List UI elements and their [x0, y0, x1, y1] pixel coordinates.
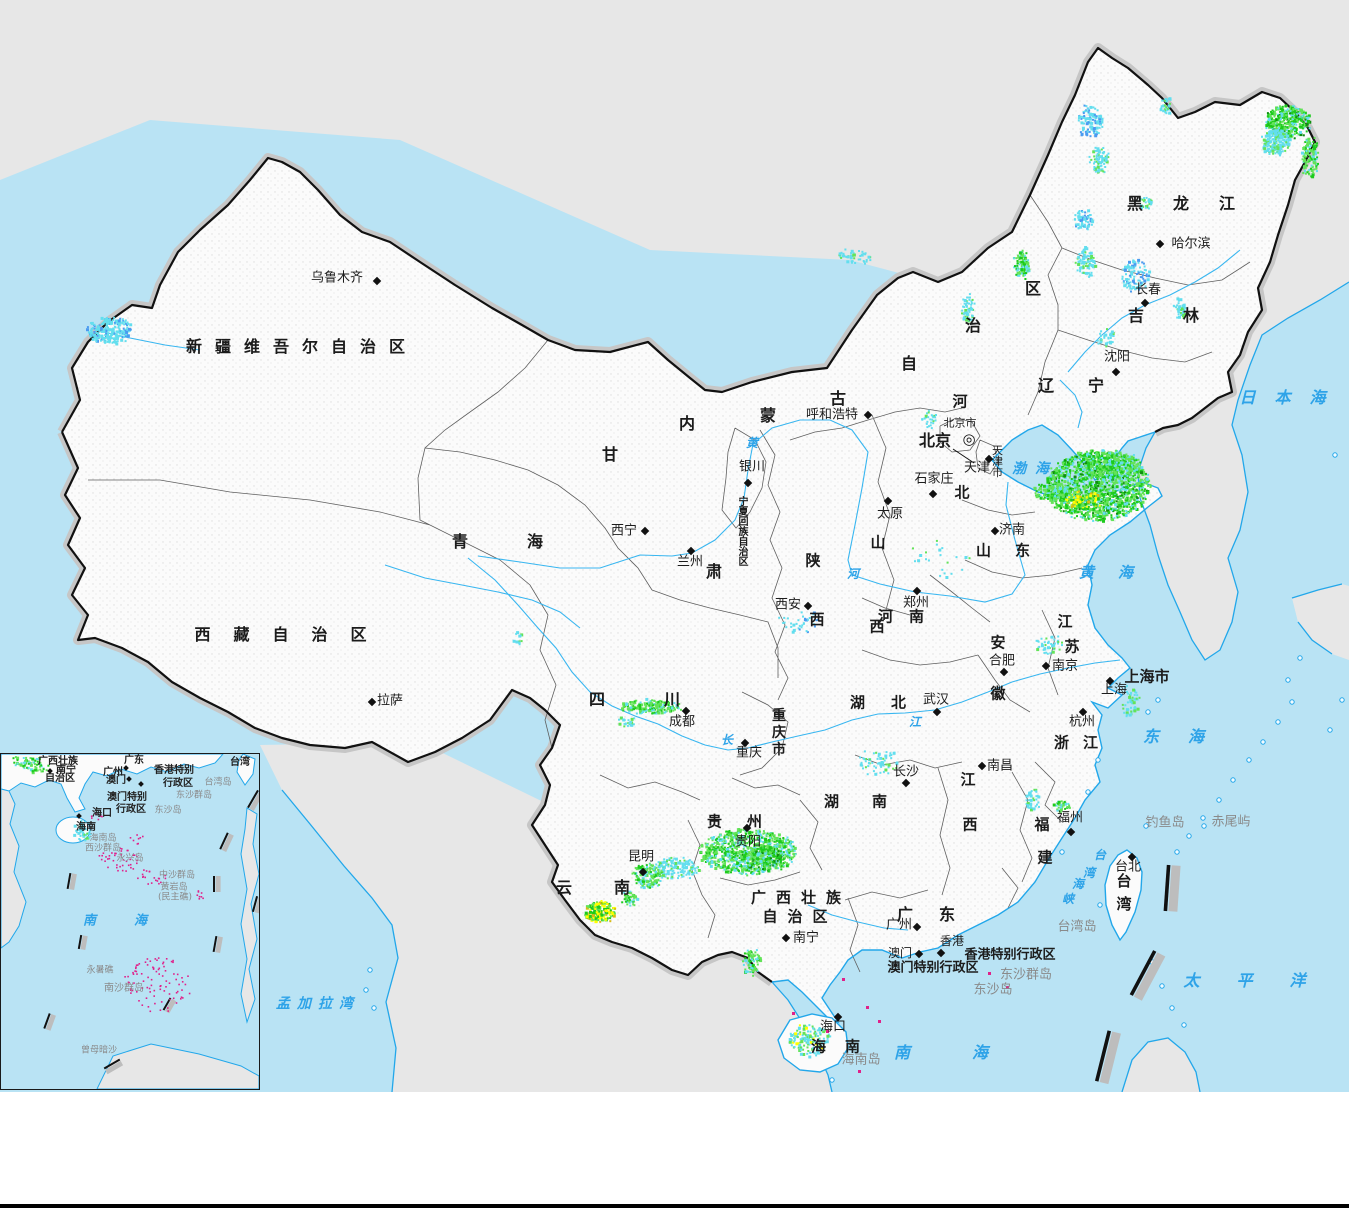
- dash-segment: [103, 1058, 121, 1070]
- dash-segment: [212, 935, 218, 953]
- island-dot: [1289, 699, 1295, 705]
- inset-taiwan: [236, 753, 256, 786]
- foreign-land-south: [260, 742, 832, 1092]
- inset-radar-echoes: [12, 756, 92, 842]
- province-boundaries: [88, 194, 1251, 973]
- basemap-canvas: [0, 0, 1349, 1092]
- island-dot: [1155, 697, 1161, 703]
- island-dot: [1339, 697, 1345, 703]
- dash-segment: [219, 832, 229, 850]
- inset-island-markers: [90, 812, 204, 1013]
- island-dot: [1297, 655, 1303, 661]
- foreign-land-luzon: [1122, 1038, 1200, 1092]
- island-dot: [1059, 849, 1065, 855]
- island-dot: [1201, 823, 1207, 829]
- island-dot: [1085, 789, 1091, 795]
- coastline: [771, 424, 1163, 1024]
- island-dot: [1230, 777, 1236, 783]
- island-dot: [829, 1077, 835, 1083]
- china-radar-map: 新疆维吾尔自治区 西藏自治区 青海甘肃内蒙古自治区黑龙江 吉林 辽宁河北山西山东 河南陕西…: [0, 0, 1349, 1092]
- dash-segment: [162, 997, 172, 1011]
- radar-echoes: [86, 97, 1320, 1059]
- island-dot: [1285, 677, 1291, 683]
- dash-segment: [66, 872, 72, 890]
- inset-vietnam: [0, 788, 27, 949]
- dash-segment: [1129, 950, 1157, 996]
- hainan-island: [777, 1013, 849, 1073]
- dash-segment: [77, 934, 83, 950]
- island-dot: [1186, 833, 1192, 839]
- inset-canvas: [0, 753, 264, 1090]
- dash-segment: [247, 789, 259, 809]
- island-dot: [1260, 739, 1266, 745]
- foreign-land-north: [0, 0, 1349, 660]
- island-dot: [1145, 709, 1151, 715]
- legend-panel: 全国雷达拼图 [2024-11-27 22:18:00] [ 组合反射率 ] 5…: [0, 1092, 1349, 1204]
- dash-segment: [1094, 1030, 1112, 1082]
- island-dot: [1181, 1022, 1187, 1028]
- inset-map-south-china-sea: 广西壮族 自治区 南宁 广东 广州 香港特别 行政区 澳门 澳门特别 行政区 台湾 台湾岛 东沙群岛 东沙…: [0, 753, 264, 1090]
- island-dot: [1246, 757, 1252, 763]
- island-dot: [371, 1005, 377, 1011]
- dash-segment: [251, 896, 259, 912]
- dash-segment: [43, 1013, 51, 1029]
- island-dot: [1097, 902, 1103, 908]
- island-dot: [1174, 849, 1180, 855]
- inset-mainland: [0, 753, 225, 813]
- bottom-border: [0, 1204, 1349, 1208]
- island-dot: [1332, 452, 1338, 458]
- island-dot: [1169, 1005, 1175, 1011]
- taiwan-island: [1104, 849, 1143, 942]
- island-dot: [1200, 815, 1206, 821]
- island-dot: [1327, 727, 1333, 733]
- island-dot: [367, 967, 373, 973]
- tianjin-annotation-line: [952, 448, 975, 464]
- island-dot: [1143, 823, 1149, 829]
- dash-segment: [213, 876, 215, 892]
- island-dot: [363, 987, 369, 993]
- nine-dash-line: [1094, 864, 1181, 1085]
- dash-segment: [1163, 864, 1171, 912]
- foreign-land-japan: [1292, 584, 1349, 660]
- island-dot: [1275, 719, 1281, 725]
- island-dot: [1159, 983, 1165, 989]
- small-islands: [363, 452, 1345, 1083]
- island-dot: [1095, 757, 1101, 763]
- island-markers: [792, 972, 1009, 1073]
- island-dot: [1216, 797, 1222, 803]
- inset-philippines: [240, 807, 260, 1024]
- national-border: [61, 46, 1317, 433]
